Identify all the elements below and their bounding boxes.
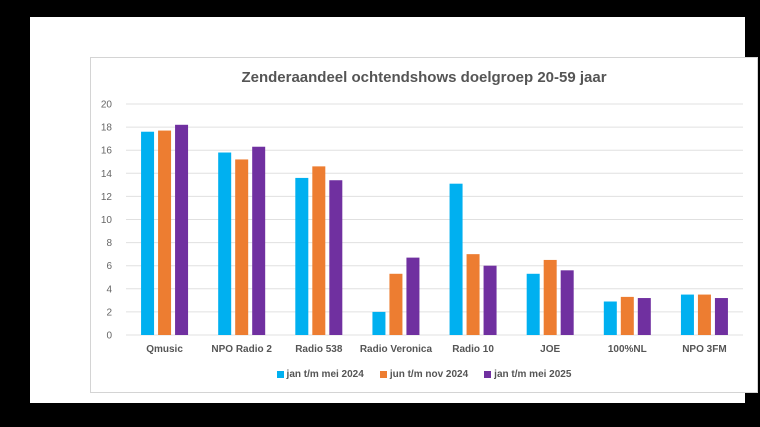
bar-1 bbox=[449, 183, 463, 335]
bar-3 bbox=[406, 257, 420, 335]
legend-label: jan t/m mei 2025 bbox=[494, 369, 572, 380]
y-tick-label: 10 bbox=[101, 215, 113, 226]
bar-3 bbox=[560, 270, 574, 335]
bar-1 bbox=[680, 294, 694, 335]
x-tick-label: Radio 10 bbox=[452, 344, 494, 355]
bar-3 bbox=[637, 298, 651, 335]
bar-1 bbox=[141, 131, 155, 335]
bar-2 bbox=[235, 159, 249, 335]
y-tick-label: 4 bbox=[106, 284, 112, 295]
y-tick-label: 6 bbox=[106, 261, 112, 272]
bar-2 bbox=[697, 294, 711, 335]
x-tick-label: JOE bbox=[540, 344, 560, 355]
bar-2 bbox=[543, 259, 557, 335]
legend-item: jan t/m mei 2024 bbox=[276, 369, 364, 380]
legend-item: jun t/m nov 2024 bbox=[379, 369, 469, 380]
bar-2 bbox=[389, 273, 403, 335]
legend-label: jun t/m nov 2024 bbox=[389, 369, 469, 380]
bar-chart: 0 2 4 6 8 10 12 14 16 18 20 Qmusic NPO Radio 2 Radio … bbox=[101, 100, 743, 355]
y-tick-label: 14 bbox=[101, 169, 113, 180]
bar-1 bbox=[603, 301, 617, 335]
legend-swatch bbox=[484, 370, 492, 378]
x-tick-label: NPO Radio 2 bbox=[211, 344, 272, 355]
x-tick-label: Radio Veronica bbox=[360, 344, 433, 355]
y-tick-label: 18 bbox=[101, 123, 113, 134]
y-tick-label: 16 bbox=[101, 146, 113, 157]
chart-frame: Zenderaandeel ochtendshows doelgroep 20-… bbox=[90, 57, 758, 393]
bar-3 bbox=[175, 124, 189, 335]
legend-label: jan t/m mei 2024 bbox=[286, 369, 364, 380]
bar-2 bbox=[312, 166, 326, 335]
x-tick-label: Radio 538 bbox=[295, 344, 343, 355]
bar-2 bbox=[466, 254, 480, 335]
x-tick-label: Qmusic bbox=[146, 344, 183, 355]
bar-1 bbox=[218, 152, 232, 335]
y-tick-label: 2 bbox=[106, 307, 112, 318]
legend-item: jan t/m mei 2025 bbox=[484, 369, 571, 380]
y-tick-label: 12 bbox=[101, 192, 113, 203]
legend-swatch bbox=[379, 370, 387, 378]
x-tick-label: NPO 3FM bbox=[682, 344, 726, 355]
legend: jan t/m mei 2024 jun t/m nov 2024 jan t/m … bbox=[91, 369, 757, 380]
y-tick-label: 8 bbox=[106, 238, 112, 249]
bar-2 bbox=[158, 130, 172, 335]
bar-3 bbox=[483, 265, 497, 335]
bar-2 bbox=[620, 296, 634, 335]
bar-1 bbox=[526, 273, 540, 335]
x-tick-label: 100%NL bbox=[608, 344, 647, 355]
bar-1 bbox=[295, 177, 309, 335]
bar-3 bbox=[714, 298, 728, 335]
legend-swatch bbox=[276, 370, 284, 378]
y-tick-label: 20 bbox=[101, 100, 113, 111]
y-tick-label: 0 bbox=[106, 331, 112, 342]
screenshot-background: Zenderaandeel ochtendshows doelgroep 20-… bbox=[30, 17, 758, 403]
bar-3 bbox=[252, 146, 266, 335]
bar-3 bbox=[329, 180, 343, 335]
chart-title: Zenderaandeel ochtendshows doelgroep 20-… bbox=[241, 69, 607, 86]
bar-1 bbox=[372, 311, 386, 335]
